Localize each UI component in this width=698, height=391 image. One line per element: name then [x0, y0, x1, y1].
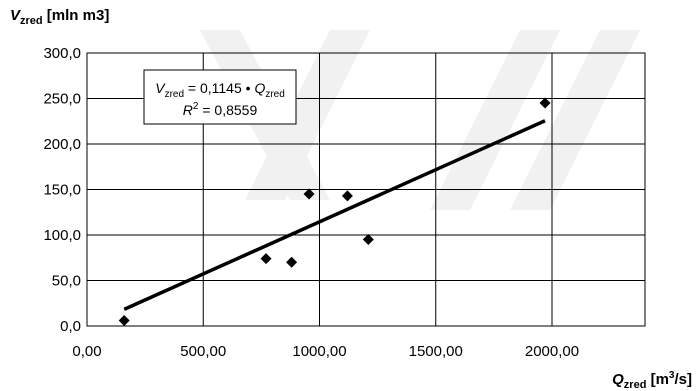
- equation-line-1: Vzred = 0,1145 • Qzred: [155, 80, 285, 100]
- y-tick-label: 250,0: [43, 91, 81, 108]
- data-point-marker: [260, 253, 272, 265]
- data-point-marker: [286, 256, 298, 268]
- data-point-marker: [362, 234, 374, 246]
- trendline: [123, 119, 546, 311]
- data-point-marker: [539, 97, 551, 109]
- equation-box: Vzred = 0,1145 • Qzred R2 = 0,8559: [143, 69, 297, 125]
- x-axis-title: Qzred [m3/s]: [612, 370, 692, 391]
- x-tick-label: 1000,00: [292, 343, 346, 360]
- equation-line-2: R2 = 0,8559: [183, 101, 258, 118]
- y-tick-labels: 0,0 50,0 100,0 150,0 200,0 250,0 300,0: [43, 45, 81, 335]
- data-point-marker: [341, 190, 353, 202]
- x-tick-label: 1500,00: [409, 343, 463, 360]
- y-tick-label: 0,0: [60, 318, 81, 335]
- y-axis-title: Vzred [mln m3]: [10, 7, 109, 27]
- x-tick-label: 500,00: [180, 343, 226, 360]
- x-tick-label: 2000,00: [525, 343, 579, 360]
- y-tick-label: 200,0: [43, 136, 81, 153]
- data-point-marker: [303, 188, 315, 200]
- y-tick-label: 50,0: [52, 273, 81, 290]
- data-point-marker: [118, 315, 130, 327]
- x-tick-labels: 0,00 500,00 1000,00 1500,00 2000,00: [72, 343, 579, 360]
- x-tick-label: 0,00: [72, 343, 101, 360]
- y-tick-label: 100,0: [43, 227, 81, 244]
- data-points: [118, 97, 551, 327]
- y-tick-label: 150,0: [43, 182, 81, 199]
- y-tick-label: 300,0: [43, 45, 81, 62]
